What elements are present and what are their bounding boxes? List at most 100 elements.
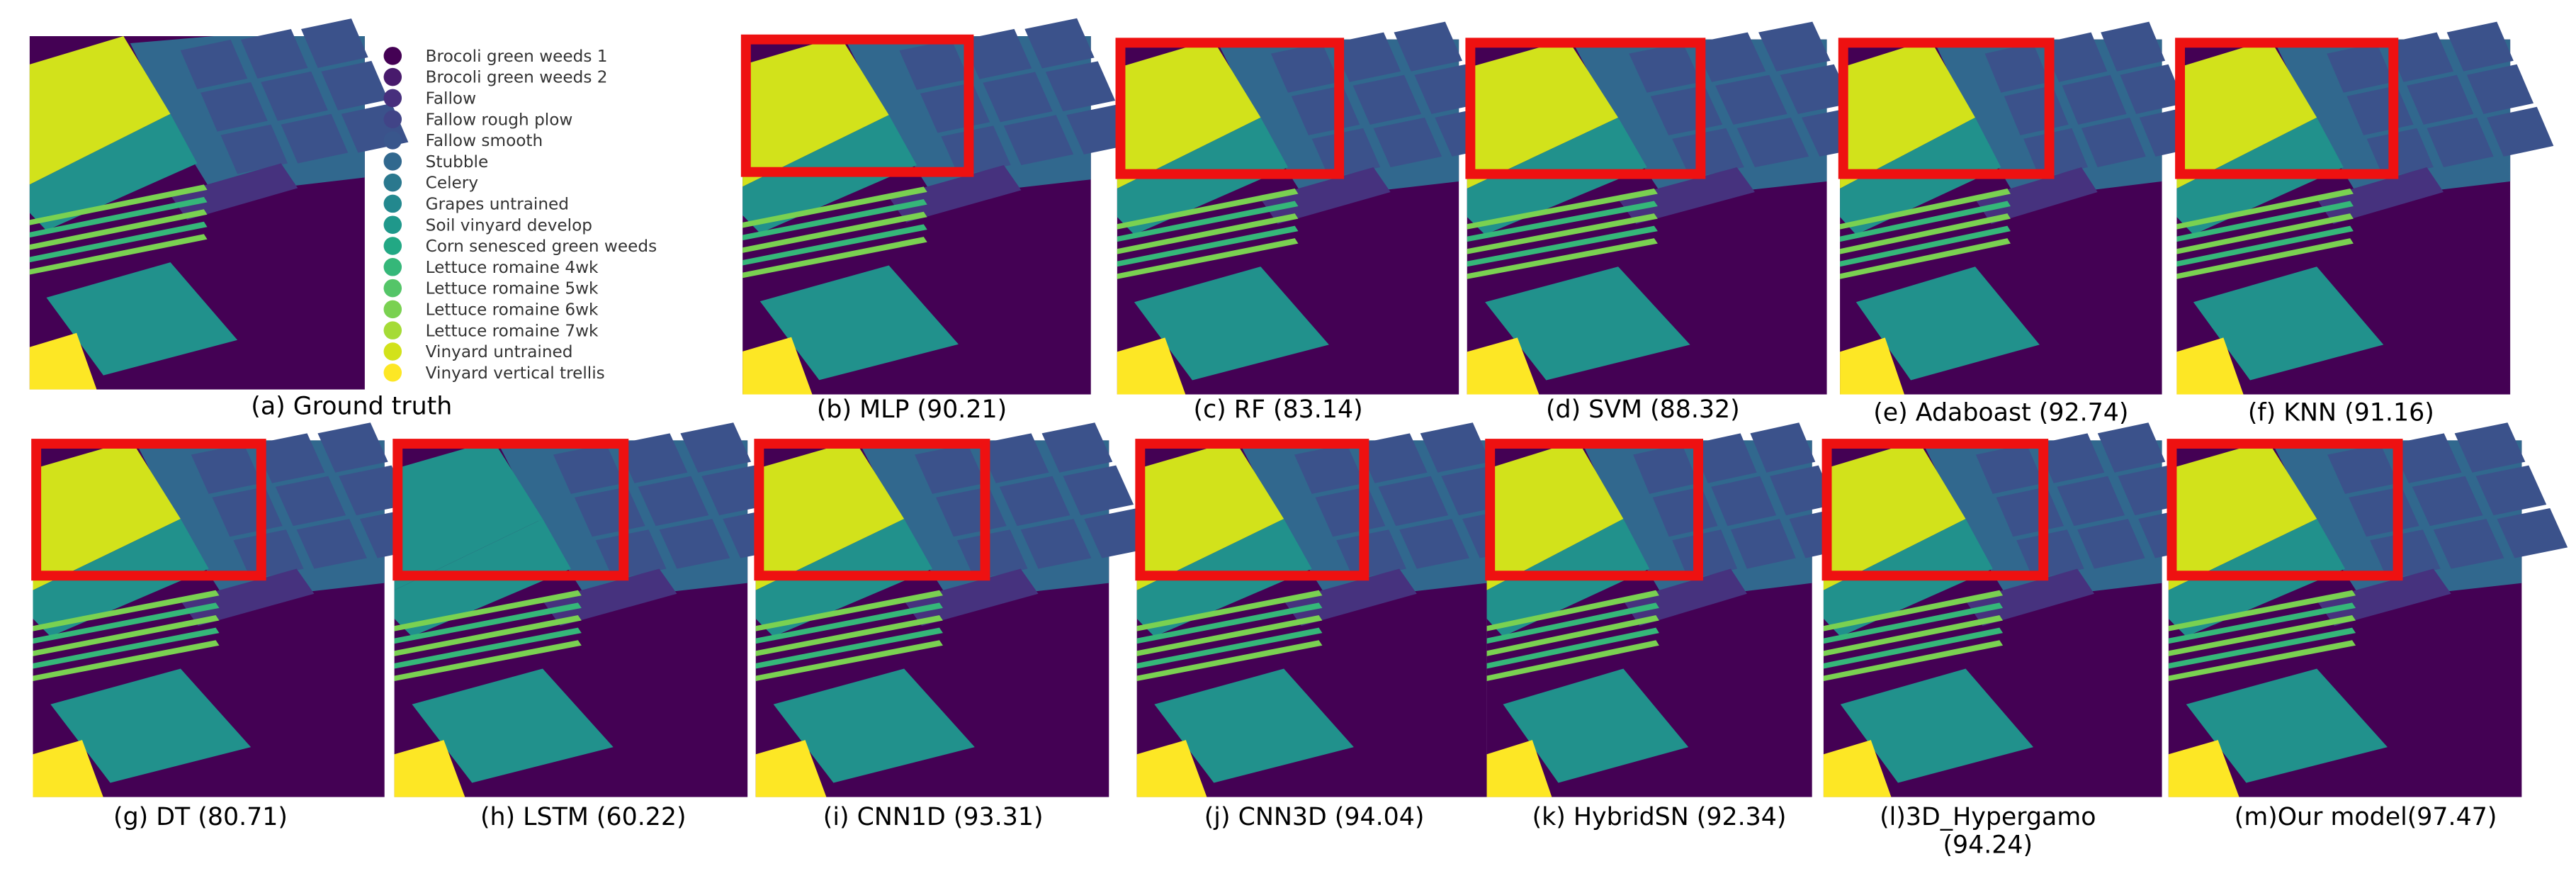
map-region: [2097, 422, 2166, 473]
panel-caption: (k) HybridSN (92.34): [1532, 803, 1787, 831]
map-region: [200, 82, 268, 132]
map-region: [983, 72, 1053, 123]
highlight-box: [1838, 38, 2055, 179]
map-region: [742, 199, 927, 241]
map-region: [638, 476, 709, 527]
legend-swatch: [383, 364, 402, 382]
map-region: [233, 529, 304, 580]
map-region: [394, 614, 582, 656]
map-region: [1693, 32, 1766, 82]
map-region: [2168, 640, 2356, 682]
legend-swatch: [383, 279, 402, 298]
legend-label: Corn senesced green weeds: [426, 237, 657, 256]
classification-map: [1838, 21, 2204, 395]
panel-caption: (a) Ground truth: [251, 392, 452, 420]
map-region: [2176, 213, 2354, 254]
legend-swatch: [383, 173, 402, 192]
map-region: [1965, 568, 2095, 627]
map-region: [2427, 117, 2494, 167]
map-region: [1399, 519, 1469, 569]
map-region: [1486, 440, 1624, 590]
map-region: [915, 444, 985, 494]
map-region: [1486, 590, 1659, 631]
map-region: [2077, 519, 2145, 569]
map-region: [1373, 117, 1442, 167]
highlight-box: [31, 439, 266, 581]
legend-swatch: [383, 194, 402, 213]
highlight-box: [1465, 38, 1706, 179]
map-region: [2176, 337, 2244, 395]
legend-swatch: [383, 89, 402, 108]
highlight-box: [392, 439, 629, 581]
map-region: [394, 590, 582, 631]
map-region: [1117, 39, 1261, 189]
map-region: [742, 224, 927, 266]
map-region: [2176, 238, 2354, 279]
legend-swatch: [383, 342, 402, 361]
map-region: [1486, 640, 1659, 682]
map-region: [2016, 529, 2084, 580]
map-region: [1823, 590, 2004, 631]
map-region: [254, 433, 325, 483]
map-region: [1486, 614, 1659, 656]
legend-swatch: [383, 152, 402, 171]
map-region: [1730, 519, 1796, 569]
map-region: [2497, 508, 2568, 558]
map-region: [1394, 21, 1462, 72]
highlight-box: [2175, 38, 2399, 179]
map-region: [1284, 568, 1417, 627]
map-region: [2407, 74, 2474, 125]
map-region: [33, 614, 220, 656]
map-region: [1136, 602, 1323, 644]
map-region: [1041, 422, 1113, 473]
map-region: [1260, 167, 1391, 225]
map-region: [755, 640, 943, 682]
map-region: [755, 740, 827, 797]
map-region: [33, 740, 103, 797]
map-region: [1486, 740, 1552, 797]
map-region: [1467, 189, 1658, 230]
map-region: [2023, 128, 2089, 178]
panel-caption: (l)3D_Hypergamo: [1880, 803, 2096, 831]
legend-swatch: [383, 215, 402, 234]
map-region: [1750, 422, 1816, 473]
map-region: [1020, 519, 1092, 569]
map-region: [339, 465, 409, 516]
map-region: [191, 444, 262, 494]
map-region: [29, 36, 171, 185]
map-region: [1711, 476, 1777, 527]
panel-caption: (g) DT (80.71): [113, 803, 288, 831]
map-region: [999, 476, 1070, 527]
map-region: [1467, 238, 1658, 279]
map-region: [321, 60, 388, 111]
map-region: [2057, 476, 2125, 527]
map-region: [1332, 32, 1401, 82]
classification-map: [2175, 21, 2554, 395]
map-region: [2176, 189, 2354, 230]
map-region: [2370, 529, 2441, 580]
legend-label: Brocoli green weeds 2: [426, 68, 608, 87]
map-region: [742, 36, 889, 187]
map-region: [1840, 337, 1904, 395]
map-region: [742, 237, 927, 279]
panel-caption: (m)Our model(97.47): [2235, 803, 2497, 831]
map-region: [2193, 266, 2384, 381]
map-region: [1618, 167, 1755, 225]
map-region: [2186, 668, 2388, 783]
map-region: [1780, 64, 1853, 114]
map-region: [281, 113, 349, 164]
map-region: [1486, 602, 1659, 644]
legend-label: Lettuce romaine 6wk: [426, 301, 599, 320]
map-region: [1840, 39, 1975, 189]
map-region: [904, 568, 1039, 627]
classification-map: [31, 422, 431, 797]
map-region: [170, 163, 298, 220]
map-region: [1136, 640, 1323, 682]
map-region: [394, 640, 582, 682]
map-region: [1136, 740, 1207, 797]
map-region: [412, 668, 614, 783]
map-region: [296, 519, 367, 569]
map-region: [1629, 43, 1701, 93]
map-region: [1672, 128, 1744, 178]
map-region: [29, 221, 208, 263]
